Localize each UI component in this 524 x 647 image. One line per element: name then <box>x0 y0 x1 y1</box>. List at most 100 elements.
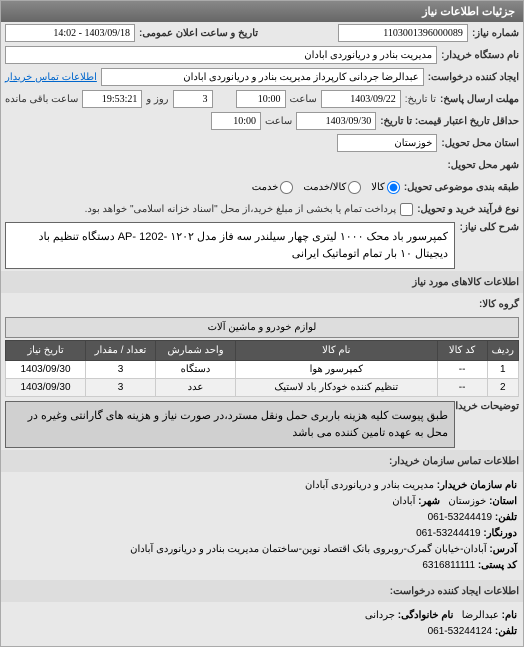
req-tel-l: تلفن: <box>495 626 517 637</box>
req-tel-v: 53244124-061 <box>428 626 493 637</box>
table-cell: عدد <box>156 379 236 397</box>
to-date-label: تا تاریخ: <box>405 94 436 105</box>
table-cell: 1403/09/30 <box>6 361 86 379</box>
need-number-label: شماره نیاز: <box>472 28 519 39</box>
radio-kala-label: کالا <box>371 182 385 193</box>
radio-kala-khadamat-label: کالا/خدمت <box>303 182 346 193</box>
table-header: تاریخ نیاز <box>6 341 86 361</box>
category-label: گروه کالا: <box>479 299 519 310</box>
province-label: استان محل تحویل: <box>441 138 519 149</box>
row-province: استان محل تحویل: <box>1 132 523 154</box>
radio-kala-khadamat-input[interactable] <box>348 181 361 194</box>
org-postal-v: 6316811111 <box>422 560 475 571</box>
req-family-v: جردانی <box>365 610 395 621</box>
deadline-time-input[interactable] <box>236 90 286 108</box>
notes-box: طبق پیوست کلیه هزینه باربری حمل ونقل مست… <box>5 401 455 448</box>
org-address-l: آدرس: <box>489 544 517 555</box>
creator-label: ایجاد کننده درخواست: <box>428 72 519 83</box>
delivery-radio-group: کالا کالا/خدمت خدمت <box>252 181 400 194</box>
row-valid: حداقل تاریخ اعتبار قیمت: تا تاریخ: ساعت <box>1 110 523 132</box>
buyer-org-label: نام دستگاه خریدار: <box>441 50 519 61</box>
radio-kala[interactable]: کالا <box>371 181 400 194</box>
org-address-v: آبادان-خیابان گمرک-روبروی بانک اقتصاد نو… <box>130 544 487 555</box>
goods-header: اطلاعات کالاهای مورد نیاز <box>1 271 523 293</box>
table-cell: 2 <box>487 379 518 397</box>
org-city-l: شهر: <box>418 496 440 507</box>
row-deadline: مهلت ارسال پاسخ: تا تاریخ: ساعت روز و سا… <box>1 88 523 110</box>
org-postal-l: کد پستی: <box>478 560 517 571</box>
org-fax-v: 53244419-061 <box>416 528 481 539</box>
province-input[interactable] <box>337 134 437 152</box>
main-panel: جزئیات اطلاعات نیاز شماره نیاز: تاریخ و … <box>0 0 524 647</box>
row-creator: ایجاد کننده درخواست: اطلاعات تماس خریدار <box>1 66 523 88</box>
radio-khadamat-label: خدمت <box>252 182 279 193</box>
req-name-v: عبدالرضا <box>462 610 499 621</box>
delivery-group-label: طبقه بندی موضوعی تحویل: <box>404 182 519 193</box>
org-name-l: نام سازمان خریدار: <box>437 480 517 491</box>
deadline-label: مهلت ارسال پاسخ: <box>440 94 519 105</box>
table-cell: 1 <box>487 361 518 379</box>
radio-kala-khadamat[interactable]: کالا/خدمت <box>303 181 361 194</box>
radio-khadamat[interactable]: خدمت <box>252 181 294 194</box>
announce-date-input[interactable] <box>5 24 135 42</box>
city-label: شهر محل تحویل: <box>447 160 519 171</box>
remain-label: ساعت باقی مانده <box>5 94 78 105</box>
req-family-l: نام خانوادگی: <box>398 610 454 621</box>
radio-kala-input[interactable] <box>387 181 400 194</box>
announce-date-label: تاریخ و ساعت اعلان عمومی: <box>139 28 258 39</box>
row-notes: توضیحات خریدار: طبق پیوست کلیه هزینه بار… <box>1 399 523 450</box>
org-name-v: مدیریت بنادر و دریانوردی آبادان <box>305 480 434 491</box>
table-header: واحد شمارش <box>156 341 236 361</box>
buyer-org-input[interactable] <box>5 46 437 64</box>
table-cell: کمپرسور هوا <box>236 361 438 379</box>
table-row[interactable]: 1--کمپرسور هوادستگاه31403/09/30 <box>6 361 519 379</box>
row-delivery-group: طبقه بندی موضوعی تحویل: کالا کالا/خدمت خ… <box>1 176 523 198</box>
creator-section-title: اطلاعات ایجاد کننده درخواست: <box>390 586 519 597</box>
remain-days-input <box>173 90 213 108</box>
desc-box: کمپرسور باد محک ۱۰۰۰ لیتری چهار سیلندر س… <box>5 222 455 269</box>
creator-section: نام: عبدالرضا نام خانوادگی: جردانی تلفن:… <box>1 602 523 646</box>
org-city-v: آبادان <box>392 496 415 507</box>
row-desc: شرح کلی نیاز: کمپرسور باد محک ۱۰۰۰ لیتری… <box>1 220 523 271</box>
table-cell: دستگاه <box>156 361 236 379</box>
table-cell: 3 <box>86 361 156 379</box>
table-cell: 1403/09/30 <box>6 379 86 397</box>
goods-title: اطلاعات کالاهای مورد نیاز <box>412 277 519 288</box>
table-cell: -- <box>437 379 487 397</box>
row-process: نوع فرآیند خرید و تحویل: پرداخت تمام یا … <box>1 198 523 220</box>
row-city: شهر محل تحویل: <box>1 154 523 176</box>
saat-label-2: ساعت <box>265 116 292 127</box>
category-box: لوازم خودرو و ماشین آلات <box>5 317 519 338</box>
contact-link[interactable]: اطلاعات تماس خریدار <box>5 72 97 83</box>
radio-khadamat-input[interactable] <box>280 181 293 194</box>
valid-time-input[interactable] <box>211 112 261 130</box>
table-cell: تنظیم کننده خودکار باد لاستیک <box>236 379 438 397</box>
contact-header: اطلاعات تماس سازمان خریدار: <box>1 450 523 472</box>
org-province-l: استان: <box>489 496 517 507</box>
table-header: نام کالا <box>236 341 438 361</box>
desc-label: شرح کلی نیاز: <box>459 222 519 233</box>
process-note: پرداخت تمام یا بخشی از مبلغ خرید،از محل … <box>85 204 397 215</box>
table-header: کد کالا <box>437 341 487 361</box>
table-header: ردیف <box>487 341 518 361</box>
table-cell: 3 <box>86 379 156 397</box>
org-province-v: خوزستان <box>448 496 486 507</box>
table-cell: -- <box>437 361 487 379</box>
deadline-date-input[interactable] <box>321 90 401 108</box>
contact-section: نام سازمان خریدار: مدیریت بنادر و دریانو… <box>1 472 523 580</box>
need-number-input[interactable] <box>338 24 468 42</box>
req-name-l: نام: <box>502 610 517 621</box>
table-header: تعداد / مقدار <box>86 341 156 361</box>
process-checkbox[interactable] <box>400 203 413 216</box>
org-tel-v: 53244419-061 <box>428 512 493 523</box>
row-buyer-org: نام دستگاه خریدار: <box>1 44 523 66</box>
contact-title: اطلاعات تماس سازمان خریدار: <box>389 456 519 467</box>
saat-label-1: ساعت <box>290 94 317 105</box>
org-tel-l: تلفن: <box>495 512 517 523</box>
panel-header: جزئیات اطلاعات نیاز <box>1 1 523 22</box>
valid-label: حداقل تاریخ اعتبار قیمت: تا تاریخ: <box>380 116 519 127</box>
rooz-label: روز و <box>146 94 168 105</box>
valid-date-input[interactable] <box>296 112 376 130</box>
creator-input[interactable] <box>101 68 424 86</box>
table-row[interactable]: 2--تنظیم کننده خودکار باد لاستیکعدد31403… <box>6 379 519 397</box>
